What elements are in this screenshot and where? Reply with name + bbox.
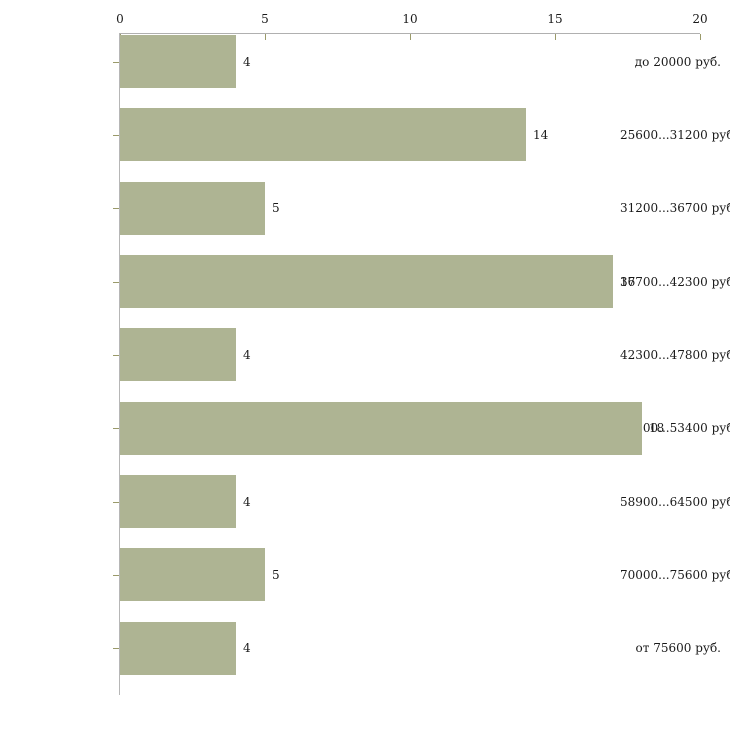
bar-value-label: 14 [533, 127, 549, 142]
y-axis-category-label: 36700...42300 руб. [620, 274, 730, 289]
y-axis-tick [113, 135, 119, 136]
bar [120, 35, 236, 88]
bar [120, 548, 265, 602]
x-axis-tick-label: 20 [692, 12, 708, 26]
bar [120, 255, 613, 308]
y-axis-tick [113, 62, 119, 63]
y-axis-line [119, 33, 120, 695]
bar-value-label: 4 [243, 54, 251, 69]
x-axis-tick-label: 5 [261, 12, 269, 26]
bar-value-label: 5 [272, 201, 280, 216]
x-axis-tick [700, 34, 701, 40]
x-axis-tick-label: 10 [402, 12, 418, 26]
y-axis-tick [113, 575, 119, 576]
x-axis-tick [265, 34, 266, 40]
bar-value-label: 4 [243, 641, 251, 656]
y-axis-category-label: до 20000 руб. [634, 54, 721, 69]
bar [120, 328, 236, 382]
bar [120, 401, 642, 455]
y-axis-tick [113, 208, 119, 209]
x-axis-line [119, 33, 700, 34]
y-axis-tick [113, 428, 119, 429]
bar-value-label: 5 [272, 567, 280, 582]
y-axis-tick [113, 502, 119, 503]
bar [120, 108, 526, 162]
y-axis-tick [113, 648, 119, 649]
y-axis-tick [113, 355, 119, 356]
bar-value-label: 17 [620, 274, 636, 289]
bar [120, 475, 236, 528]
y-axis-category-label: от 75600 руб. [635, 641, 721, 656]
y-axis-category-label: 31200...36700 руб. [620, 201, 730, 216]
bar-value-label: 18 [649, 421, 665, 436]
x-axis-tick-label: 0 [116, 12, 124, 26]
y-axis-tick [113, 282, 119, 283]
bar [120, 181, 265, 235]
bar-value-label: 4 [243, 494, 251, 509]
y-axis-category-label: 25600...31200 руб. [620, 127, 730, 142]
x-axis-tick [410, 34, 411, 40]
y-axis-category-label: 58900...64500 руб. [620, 494, 730, 509]
bar [120, 621, 236, 675]
x-axis-tick-label: 15 [547, 12, 563, 26]
bar-value-label: 4 [243, 347, 251, 362]
x-axis-tick [555, 34, 556, 40]
y-axis-category-label: 42300...47800 руб. [620, 347, 730, 362]
y-axis-category-label: 47800...53400 руб. [620, 421, 730, 436]
y-axis-category-label: 70000...75600 руб. [620, 567, 730, 582]
